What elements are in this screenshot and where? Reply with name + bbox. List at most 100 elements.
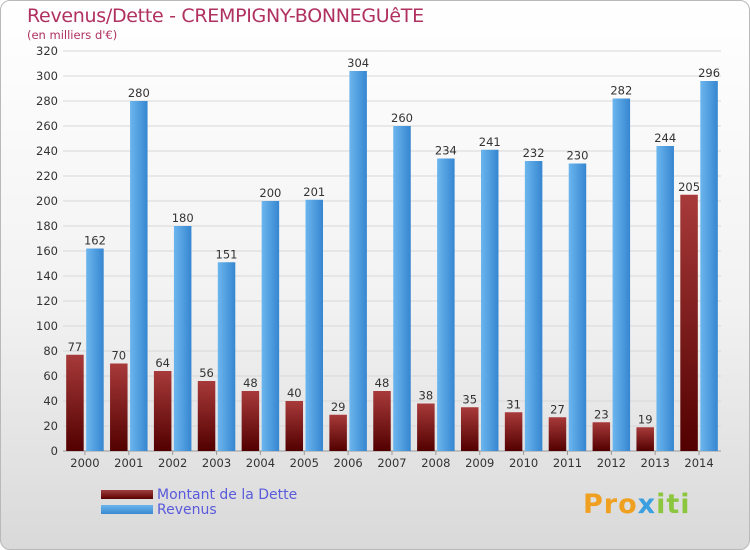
y-tick-label: 40 xyxy=(43,394,58,408)
data-label: 280 xyxy=(128,86,150,100)
data-label: 77 xyxy=(68,340,83,354)
legend-item-revenus: Revenus xyxy=(101,501,297,518)
data-label: 48 xyxy=(243,376,258,390)
legend-label-dette: Montant de la Dette xyxy=(157,486,298,503)
bar-dette xyxy=(417,403,435,451)
data-label: 151 xyxy=(216,247,238,261)
bar-revenus xyxy=(217,262,236,451)
bar-dette xyxy=(460,407,479,451)
data-label: 56 xyxy=(199,366,214,380)
bar-dette xyxy=(153,371,172,451)
logo-part-2: x xyxy=(637,489,657,520)
bar-dette xyxy=(197,381,216,451)
x-tick-label: 2009 xyxy=(465,456,494,470)
bar-revenus xyxy=(700,81,718,451)
y-tick-label: 120 xyxy=(36,294,58,308)
y-tick-label: 60 xyxy=(43,369,58,383)
y-tick-label: 280 xyxy=(36,94,58,108)
bar-revenus xyxy=(612,98,631,451)
data-label: 19 xyxy=(638,412,653,426)
bars xyxy=(66,71,718,451)
bar-dette xyxy=(592,422,611,451)
y-tick-label: 240 xyxy=(36,144,58,158)
bar-revenus xyxy=(568,163,587,451)
data-label: 70 xyxy=(111,349,126,363)
y-tick-label: 140 xyxy=(36,269,58,283)
bar-revenus xyxy=(524,161,543,451)
logo-part-3: iti xyxy=(656,489,691,520)
x-tick-label: 2010 xyxy=(509,456,538,470)
data-label: 230 xyxy=(566,149,588,163)
legend-label-revenus: Revenus xyxy=(157,501,217,518)
data-label: 31 xyxy=(506,397,521,411)
data-label: 200 xyxy=(259,186,281,200)
y-tick-label: 80 xyxy=(43,344,58,358)
x-tick-label: 2001 xyxy=(114,456,143,470)
y-tick-label: 200 xyxy=(36,194,58,208)
bar-dette xyxy=(373,391,391,451)
bar-dette xyxy=(285,401,304,451)
data-label: 40 xyxy=(287,386,302,400)
x-tick-label: 2007 xyxy=(377,456,406,470)
bar-dette xyxy=(680,194,698,451)
legend-swatch-revenus xyxy=(101,505,153,514)
x-tick-label: 2008 xyxy=(421,456,450,470)
bar-revenus xyxy=(130,101,148,451)
data-label: 234 xyxy=(435,144,457,158)
y-tick-label: 100 xyxy=(36,319,58,333)
x-tick-label: 2012 xyxy=(597,456,626,470)
bar-revenus xyxy=(86,248,104,451)
y-tick-label: 160 xyxy=(36,244,58,258)
chart-title: Revenus/Dette - CREMPIGNY-BONNEGUêTE xyxy=(27,5,424,27)
data-label: 201 xyxy=(303,185,325,199)
bar-dette xyxy=(636,427,654,451)
x-tick-label: 2005 xyxy=(290,456,319,470)
data-labels: 77 162 70 280 64 180 56 151 48 200 40 201 29 304 48 260… xyxy=(68,56,720,426)
data-label: 296 xyxy=(698,66,720,80)
x-tick-label: 2003 xyxy=(202,456,231,470)
x-tick-label: 2002 xyxy=(158,456,187,470)
y-tick-label: 180 xyxy=(36,219,58,233)
data-label: 35 xyxy=(462,392,477,406)
chart-legend: Montant de la Dette Revenus xyxy=(101,486,298,518)
bar-revenus xyxy=(349,71,367,451)
data-label: 23 xyxy=(594,407,609,421)
data-label: 27 xyxy=(550,402,565,416)
chart-subtitle: (en milliers d'€) xyxy=(27,28,118,42)
bar-dette xyxy=(504,412,523,451)
bar-dette xyxy=(241,391,260,451)
data-label: 29 xyxy=(331,400,346,414)
data-label: 180 xyxy=(172,211,194,225)
bar-dette xyxy=(329,414,347,451)
x-tick-label: 2014 xyxy=(684,456,713,470)
y-tick-label: 320 xyxy=(36,44,58,58)
y-tick-label: 260 xyxy=(36,119,58,133)
legend-item-dette: Montant de la Dette xyxy=(101,486,298,503)
x-tick-label: 2011 xyxy=(553,456,582,470)
y-axis-ticks: 0 20 40 60 80 100 120 140 160 180 200 220 240 260 280 3… xyxy=(36,44,58,458)
y-tick-label: 300 xyxy=(36,69,58,83)
bar-revenus xyxy=(305,199,324,451)
data-label: 241 xyxy=(479,135,501,149)
bar-revenus xyxy=(480,149,499,451)
x-tick-label: 2006 xyxy=(333,456,362,470)
x-tick-label: 2000 xyxy=(70,456,99,470)
data-label: 244 xyxy=(654,131,676,145)
bar-dette xyxy=(548,417,567,451)
y-tick-label: 0 xyxy=(51,444,58,458)
bar-dette xyxy=(110,363,128,451)
data-label: 260 xyxy=(391,111,413,125)
bar-revenus xyxy=(393,126,411,451)
data-label: 38 xyxy=(419,389,434,403)
bar-revenus xyxy=(261,201,280,451)
proxiti-logo: Proxiti xyxy=(583,489,691,520)
data-label: 304 xyxy=(347,56,369,70)
data-label: 232 xyxy=(523,146,545,160)
bar-revenus xyxy=(656,146,674,451)
x-axis-ticks: 2000 2001 2002 2003 2004 2005 2006 2007 2008 2009… xyxy=(70,451,714,470)
data-label: 205 xyxy=(678,180,700,194)
data-label: 282 xyxy=(610,84,632,98)
data-label: 64 xyxy=(155,356,170,370)
